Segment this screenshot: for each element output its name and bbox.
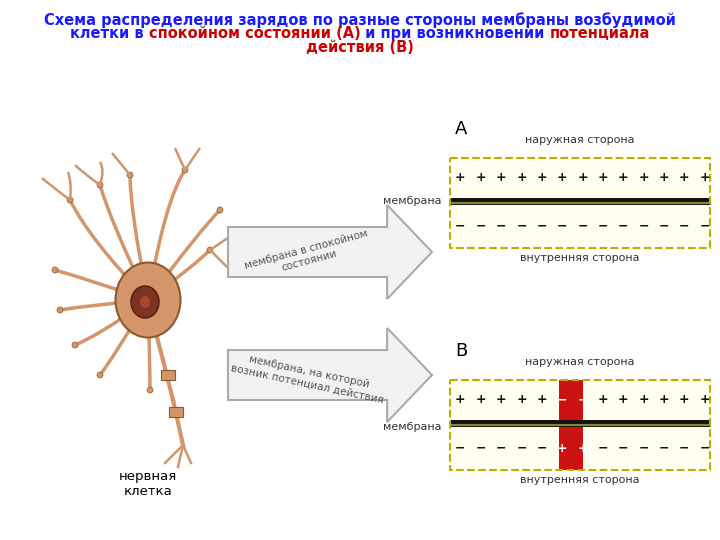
Text: внутренняя сторона: внутренняя сторона — [521, 475, 640, 485]
Text: +: + — [577, 442, 588, 455]
Text: −: − — [598, 220, 608, 233]
Text: мембрана: мембрана — [384, 422, 442, 432]
Text: −: − — [679, 220, 690, 233]
Text: +: + — [516, 171, 527, 184]
Text: мембрана: мембрана — [384, 196, 442, 206]
Text: +: + — [639, 171, 649, 184]
Ellipse shape — [207, 247, 213, 253]
Text: −: − — [475, 442, 486, 455]
Text: +: + — [455, 393, 466, 406]
Text: +: + — [618, 393, 629, 406]
Text: −: − — [700, 442, 710, 455]
Ellipse shape — [127, 172, 133, 178]
Text: +: + — [700, 393, 710, 406]
Text: −: − — [700, 220, 710, 233]
Text: +: + — [598, 171, 608, 184]
Ellipse shape — [97, 182, 103, 188]
Text: −: − — [679, 442, 690, 455]
Text: −: − — [618, 220, 629, 233]
Text: −: − — [496, 220, 506, 233]
Bar — [450, 158, 710, 248]
Ellipse shape — [97, 372, 103, 378]
Text: −: − — [496, 442, 506, 455]
Text: +: + — [557, 442, 567, 455]
Text: +: + — [679, 393, 690, 406]
Text: +: + — [536, 171, 547, 184]
Text: −: − — [516, 220, 527, 233]
Ellipse shape — [140, 296, 150, 308]
Text: мембрана, на которой
возник потенциал действия: мембрана, на которой возник потенциал де… — [230, 351, 387, 405]
Text: +: + — [659, 393, 670, 406]
Text: −: − — [659, 442, 670, 455]
Ellipse shape — [115, 262, 181, 338]
Text: +: + — [577, 171, 588, 184]
Text: −: − — [577, 220, 588, 233]
Text: +: + — [679, 171, 690, 184]
Text: действия (В): действия (В) — [306, 40, 414, 55]
Text: +: + — [700, 171, 710, 184]
Text: наружная сторона: наружная сторона — [526, 357, 635, 367]
Text: внутренняя сторона: внутренняя сторона — [521, 253, 640, 263]
Text: спокойном состоянии (А): спокойном состоянии (А) — [148, 26, 360, 41]
Ellipse shape — [217, 207, 223, 213]
Text: +: + — [618, 171, 629, 184]
Bar — [169, 407, 183, 417]
Text: −: − — [516, 442, 527, 455]
Bar — [450, 158, 710, 248]
Text: −: − — [536, 220, 547, 233]
Ellipse shape — [131, 286, 159, 318]
Text: −: − — [598, 442, 608, 455]
Text: −: − — [618, 442, 629, 455]
Text: −: − — [557, 220, 567, 233]
Text: Схема распределения зарядов по разные стороны мембраны возбудимой: Схема распределения зарядов по разные ст… — [44, 12, 676, 28]
Text: +: + — [496, 393, 506, 406]
Ellipse shape — [182, 167, 188, 173]
Text: +: + — [536, 393, 547, 406]
Text: клетки в: клетки в — [70, 26, 148, 41]
Text: +: + — [475, 393, 486, 406]
Ellipse shape — [52, 267, 58, 273]
Text: +: + — [516, 393, 527, 406]
Text: нервная
клетка: нервная клетка — [119, 470, 177, 498]
Ellipse shape — [72, 342, 78, 348]
Text: −: − — [455, 220, 466, 233]
Text: +: + — [557, 171, 567, 184]
Text: +: + — [659, 171, 670, 184]
Text: и при возникновении: и при возникновении — [360, 26, 550, 41]
Text: −: − — [557, 393, 567, 406]
Text: −: − — [639, 220, 649, 233]
Text: мембрана в спокойном
состоянии: мембрана в спокойном состоянии — [244, 228, 372, 282]
Polygon shape — [228, 328, 432, 422]
Text: +: + — [455, 171, 466, 184]
Bar — [559, 380, 582, 470]
Text: −: − — [475, 220, 486, 233]
Text: −: − — [536, 442, 547, 455]
Text: −: − — [577, 393, 588, 406]
Ellipse shape — [147, 387, 153, 393]
Text: А: А — [455, 120, 467, 138]
Polygon shape — [228, 205, 432, 299]
Text: +: + — [639, 393, 649, 406]
Text: −: − — [639, 442, 649, 455]
Text: +: + — [598, 393, 608, 406]
Text: −: − — [659, 220, 670, 233]
Ellipse shape — [57, 307, 63, 313]
Bar — [161, 370, 175, 380]
Bar — [450, 380, 710, 470]
Text: +: + — [496, 171, 506, 184]
Text: В: В — [455, 342, 467, 360]
Text: +: + — [475, 171, 486, 184]
Text: −: − — [455, 442, 466, 455]
Ellipse shape — [67, 197, 73, 203]
Bar — [450, 380, 710, 470]
Text: наружная сторона: наружная сторона — [526, 135, 635, 145]
Text: потенциала: потенциала — [550, 26, 650, 41]
